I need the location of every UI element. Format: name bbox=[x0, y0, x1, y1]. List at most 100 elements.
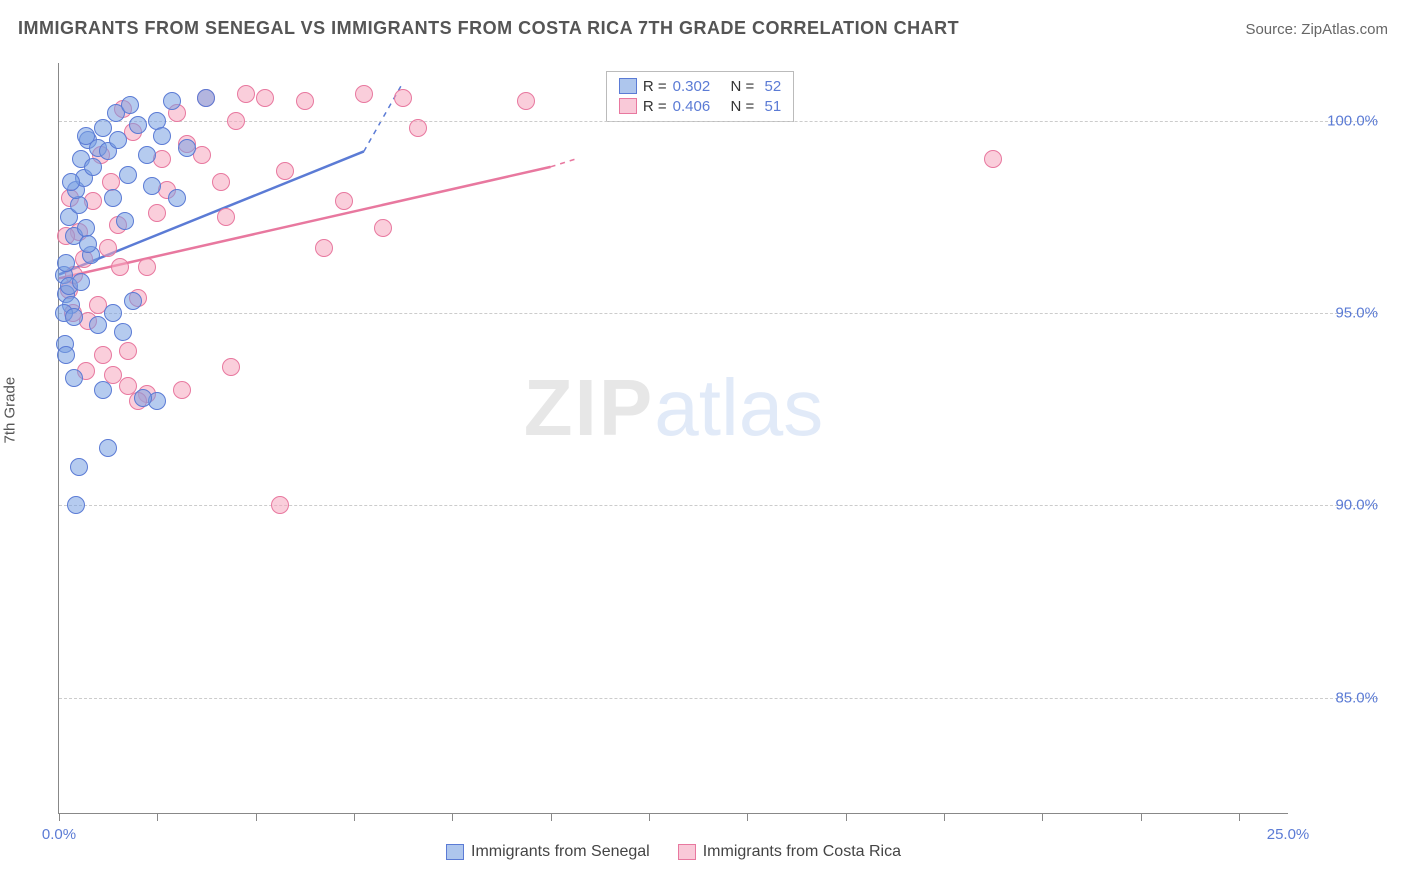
point-senegal bbox=[67, 496, 85, 514]
r-label: R = bbox=[643, 78, 667, 95]
point-costarica bbox=[212, 173, 230, 191]
point-senegal bbox=[94, 381, 112, 399]
plot-area: ZIPatlas R =0.302 N = 52R =0.406 N = 51 … bbox=[58, 63, 1288, 814]
point-senegal bbox=[153, 127, 171, 145]
point-senegal bbox=[77, 127, 95, 145]
stats-row-senegal: R =0.302 N = 52 bbox=[619, 78, 781, 95]
point-costarica bbox=[111, 258, 129, 276]
point-costarica bbox=[517, 92, 535, 110]
chart-area: 7th Grade ZIPatlas R =0.302 N = 52R =0.4… bbox=[18, 55, 1388, 874]
point-costarica bbox=[173, 381, 191, 399]
legend-label-costarica: Immigrants from Costa Rica bbox=[703, 843, 901, 861]
point-senegal bbox=[57, 254, 75, 272]
point-costarica bbox=[138, 258, 156, 276]
point-senegal bbox=[119, 166, 137, 184]
point-senegal bbox=[89, 316, 107, 334]
x-tick bbox=[157, 813, 158, 821]
point-senegal bbox=[62, 173, 80, 191]
point-senegal bbox=[65, 369, 83, 387]
point-costarica bbox=[148, 204, 166, 222]
x-tick bbox=[1141, 813, 1142, 821]
x-tick bbox=[747, 813, 748, 821]
x-tick bbox=[354, 813, 355, 821]
point-costarica bbox=[256, 89, 274, 107]
point-costarica bbox=[271, 496, 289, 514]
legend-item-costarica: Immigrants from Costa Rica bbox=[678, 843, 901, 861]
x-tick bbox=[551, 813, 552, 821]
point-senegal bbox=[168, 189, 186, 207]
point-senegal bbox=[129, 116, 147, 134]
y-tick-label: 95.0% bbox=[1298, 305, 1378, 322]
n-value: 52 bbox=[760, 78, 781, 95]
point-costarica bbox=[227, 112, 245, 130]
stats-row-costarica: R = 0.406 N = 51 bbox=[619, 98, 781, 115]
x-tick bbox=[1042, 813, 1043, 821]
x-tick-label: 25.0% bbox=[1267, 826, 1310, 843]
bottom-legend: Immigrants from Senegal Immigrants from … bbox=[59, 843, 1288, 861]
point-costarica bbox=[119, 342, 137, 360]
point-senegal bbox=[138, 146, 156, 164]
point-senegal bbox=[114, 323, 132, 341]
point-senegal bbox=[143, 177, 161, 195]
x-tick bbox=[256, 813, 257, 821]
y-tick-label: 90.0% bbox=[1298, 497, 1378, 514]
point-senegal bbox=[109, 131, 127, 149]
x-tick bbox=[452, 813, 453, 821]
gridline bbox=[59, 121, 1378, 122]
point-senegal bbox=[84, 158, 102, 176]
x-tick bbox=[59, 813, 60, 821]
point-costarica bbox=[217, 208, 235, 226]
point-senegal bbox=[99, 439, 117, 457]
gridline bbox=[59, 698, 1378, 699]
point-costarica bbox=[237, 85, 255, 103]
x-tick bbox=[1239, 813, 1240, 821]
stats-legend: R =0.302 N = 52R =0.406 N = 51 bbox=[606, 71, 794, 122]
legend-item-senegal: Immigrants from Senegal bbox=[446, 843, 650, 861]
point-costarica bbox=[409, 119, 427, 137]
point-costarica bbox=[99, 239, 117, 257]
y-axis-label: 7th Grade bbox=[2, 376, 19, 443]
point-senegal bbox=[65, 308, 83, 326]
legend-label-senegal: Immigrants from Senegal bbox=[471, 843, 650, 861]
point-costarica bbox=[374, 219, 392, 237]
point-costarica bbox=[94, 346, 112, 364]
point-costarica bbox=[394, 89, 412, 107]
point-costarica bbox=[355, 85, 373, 103]
y-tick-label: 100.0% bbox=[1298, 112, 1378, 129]
r-label: R = bbox=[643, 98, 667, 115]
x-tick bbox=[944, 813, 945, 821]
x-tick-label: 0.0% bbox=[42, 826, 76, 843]
r-value: 0.406 bbox=[673, 98, 711, 115]
swatch-icon bbox=[619, 78, 637, 94]
point-costarica bbox=[276, 162, 294, 180]
x-tick bbox=[649, 813, 650, 821]
point-senegal bbox=[197, 89, 215, 107]
point-senegal bbox=[72, 273, 90, 291]
point-senegal bbox=[79, 235, 97, 253]
point-costarica bbox=[296, 92, 314, 110]
point-senegal bbox=[163, 92, 181, 110]
point-costarica bbox=[984, 150, 1002, 168]
point-costarica bbox=[222, 358, 240, 376]
trendline-costarica-dash bbox=[551, 159, 576, 167]
point-senegal bbox=[124, 292, 142, 310]
swatch-icon bbox=[619, 98, 637, 114]
watermark: ZIPatlas bbox=[524, 362, 823, 454]
x-tick bbox=[846, 813, 847, 821]
point-costarica bbox=[335, 192, 353, 210]
swatch-pink bbox=[678, 844, 696, 860]
point-senegal bbox=[121, 96, 139, 114]
n-label: N = bbox=[731, 98, 755, 115]
n-value: 51 bbox=[760, 98, 781, 115]
chart-title: IMMIGRANTS FROM SENEGAL VS IMMIGRANTS FR… bbox=[18, 18, 959, 39]
point-senegal bbox=[134, 389, 152, 407]
y-tick-label: 85.0% bbox=[1298, 689, 1378, 706]
gridline bbox=[59, 505, 1378, 506]
source-label: Source: ZipAtlas.com bbox=[1245, 21, 1388, 38]
point-senegal bbox=[57, 346, 75, 364]
point-costarica bbox=[315, 239, 333, 257]
gridline bbox=[59, 313, 1378, 314]
point-senegal bbox=[104, 189, 122, 207]
trendlines-layer bbox=[59, 63, 1288, 813]
swatch-blue bbox=[446, 844, 464, 860]
